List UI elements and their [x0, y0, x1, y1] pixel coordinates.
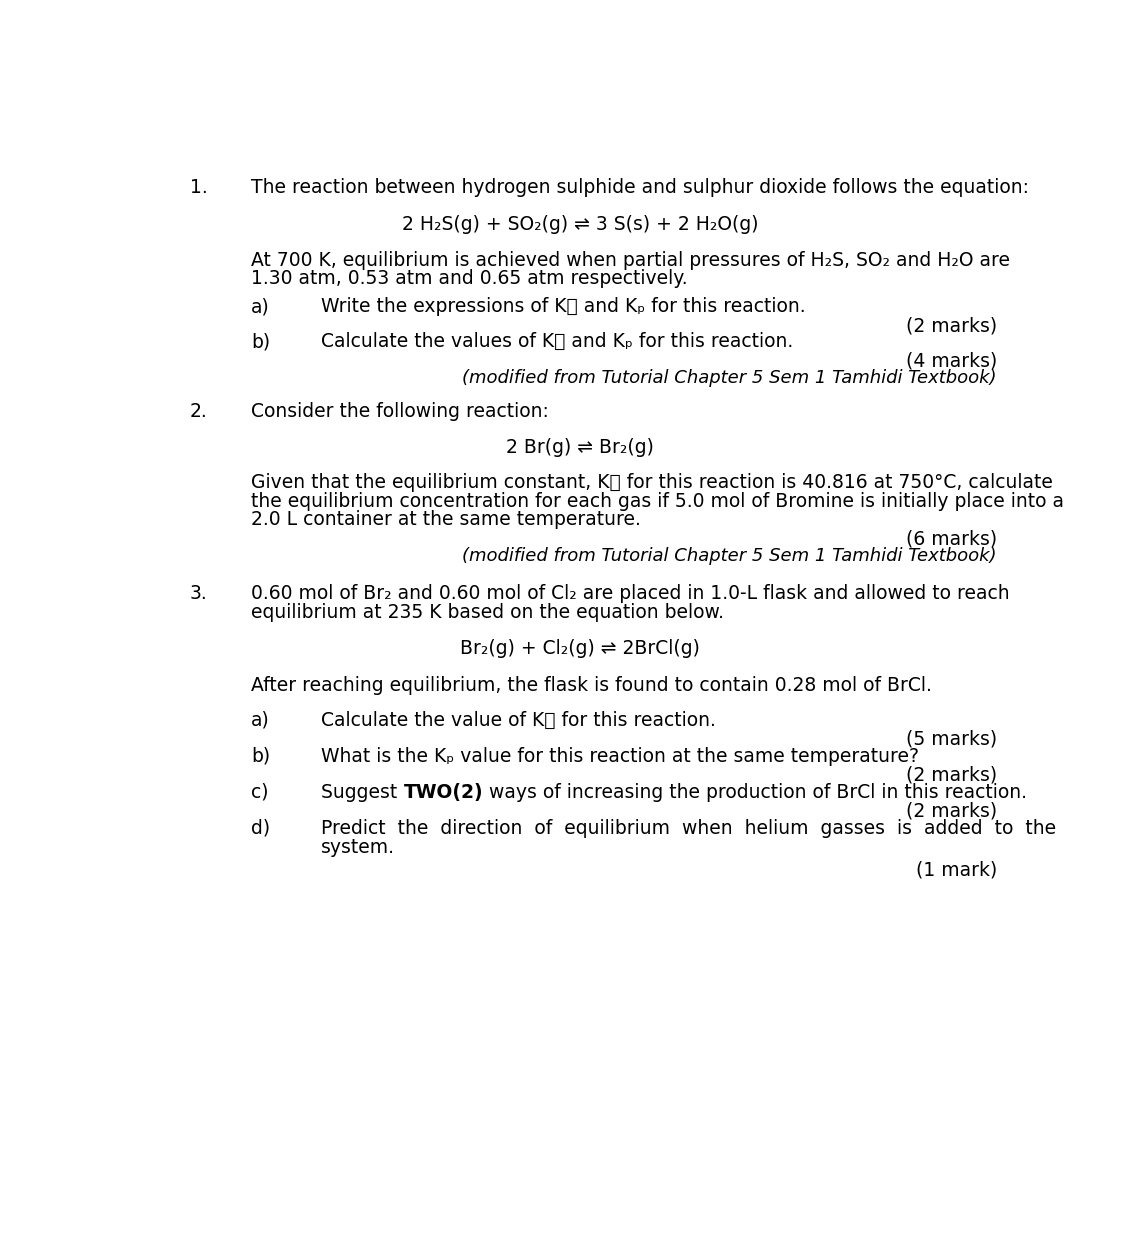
Text: the equilibrium concentration for each gas if 5.0 mol of Bromine is initially pl: the equilibrium concentration for each g… [251, 492, 1064, 511]
Text: system.: system. [321, 838, 395, 856]
Text: (6 marks): (6 marks) [906, 529, 997, 548]
Text: At 700 K, equilibrium is achieved when partial pressures of H₂S, SO₂ and H₂O are: At 700 K, equilibrium is achieved when p… [251, 251, 1010, 270]
Text: Consider the following reaction:: Consider the following reaction: [251, 402, 549, 421]
Text: d): d) [251, 819, 271, 838]
Text: b): b) [251, 332, 271, 352]
Text: Calculate the values of KⲜ and Kₚ for this reaction.: Calculate the values of KⲜ and Kₚ for th… [321, 332, 794, 352]
Text: 1.: 1. [190, 179, 207, 197]
Text: 2 Br(g) ⇌ Br₂(g): 2 Br(g) ⇌ Br₂(g) [506, 438, 654, 457]
Text: ways of increasing the production of BrCl in this reaction.: ways of increasing the production of BrC… [483, 782, 1027, 802]
Text: Given that the equilibrium constant, KⲜ for this reaction is 40.816 at 750°C, ca: Given that the equilibrium constant, KⲜ … [251, 473, 1053, 492]
Text: The reaction between hydrogen sulphide and sulphur dioxide follows the equation:: The reaction between hydrogen sulphide a… [251, 179, 1029, 197]
Text: After reaching equilibrium, the flask is found to contain 0.28 mol of BrCl.: After reaching equilibrium, the flask is… [251, 676, 932, 696]
Text: Suggest: Suggest [321, 782, 404, 802]
Text: c): c) [251, 782, 268, 802]
Text: a): a) [251, 297, 269, 316]
Text: 3.: 3. [190, 584, 207, 603]
Text: 2 H₂S(g) + SO₂(g) ⇌ 3 S(s) + 2 H₂O(g): 2 H₂S(g) + SO₂(g) ⇌ 3 S(s) + 2 H₂O(g) [402, 215, 758, 233]
Text: 2.0 L container at the same temperature.: 2.0 L container at the same temperature. [251, 510, 641, 529]
Text: (2 marks): (2 marks) [906, 765, 997, 785]
Text: a): a) [251, 711, 269, 729]
Text: Calculate the value of KⲜ for this reaction.: Calculate the value of KⲜ for this react… [321, 711, 717, 729]
Text: equilibrium at 235 K based on the equation below.: equilibrium at 235 K based on the equati… [251, 603, 724, 622]
Text: (5 marks): (5 marks) [906, 729, 997, 749]
Text: TWO(2): TWO(2) [404, 782, 483, 802]
Text: (2 marks): (2 marks) [906, 316, 997, 336]
Text: (modified from Tutorial Chapter 5 Sem 1 Tamhidi Textbook): (modified from Tutorial Chapter 5 Sem 1 … [462, 547, 997, 565]
Text: Br₂(g) + Cl₂(g) ⇌ 2BrCl(g): Br₂(g) + Cl₂(g) ⇌ 2BrCl(g) [461, 639, 700, 658]
Text: What is the Kₚ value for this reaction at the same temperature?: What is the Kₚ value for this reaction a… [321, 747, 919, 765]
Text: Write the expressions of KⲜ and Kₚ for this reaction.: Write the expressions of KⲜ and Kₚ for t… [321, 297, 806, 316]
Text: b): b) [251, 747, 271, 765]
Text: 2.: 2. [190, 402, 207, 421]
Text: (2 marks): (2 marks) [906, 802, 997, 821]
Text: 0.60 mol of Br₂ and 0.60 mol of Cl₂ are placed in 1.0-L flask and allowed to rea: 0.60 mol of Br₂ and 0.60 mol of Cl₂ are … [251, 584, 1010, 603]
Text: 1.30 atm, 0.53 atm and 0.65 atm respectively.: 1.30 atm, 0.53 atm and 0.65 atm respecti… [251, 269, 688, 288]
Text: (modified from Tutorial Chapter 5 Sem 1 Tamhidi Textbook): (modified from Tutorial Chapter 5 Sem 1 … [462, 369, 997, 386]
Text: (4 marks): (4 marks) [906, 352, 997, 370]
Text: Predict  the  direction  of  equilibrium  when  helium  gasses  is  added  to  t: Predict the direction of equilibrium whe… [321, 819, 1056, 838]
Text: (1 mark): (1 mark) [916, 861, 997, 880]
